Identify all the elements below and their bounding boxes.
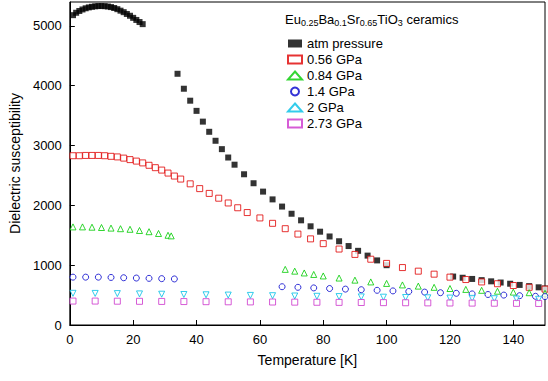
svg-text:1000: 1000 bbox=[33, 258, 62, 273]
svg-text:80: 80 bbox=[316, 332, 330, 347]
svg-text:5000: 5000 bbox=[33, 18, 62, 33]
svg-text:2.73 GPa: 2.73 GPa bbox=[307, 116, 363, 131]
svg-text:0.1: 0.1 bbox=[334, 18, 347, 28]
svg-text:Dielectric susceptibility: Dielectric susceptibility bbox=[7, 93, 23, 234]
svg-text:0.84 GPa: 0.84 GPa bbox=[307, 68, 363, 83]
svg-text:140: 140 bbox=[502, 332, 524, 347]
svg-text:20: 20 bbox=[126, 332, 140, 347]
svg-text:0.65: 0.65 bbox=[360, 18, 378, 28]
svg-text:ceramics: ceramics bbox=[403, 12, 459, 27]
svg-text:2 GPa: 2 GPa bbox=[307, 100, 345, 115]
svg-text:40: 40 bbox=[189, 332, 203, 347]
svg-text:3: 3 bbox=[397, 17, 403, 28]
svg-text:0.25: 0.25 bbox=[301, 18, 319, 28]
svg-text:Ba: Ba bbox=[318, 12, 335, 27]
svg-text:1.4 GPa: 1.4 GPa bbox=[307, 84, 355, 99]
svg-text:Sr: Sr bbox=[347, 12, 361, 27]
svg-text:0: 0 bbox=[55, 318, 62, 333]
svg-text:atm pressure: atm pressure bbox=[307, 36, 383, 51]
svg-text:0: 0 bbox=[66, 332, 73, 347]
svg-text:0.56 GPa: 0.56 GPa bbox=[307, 52, 363, 67]
svg-text:4000: 4000 bbox=[33, 78, 62, 93]
svg-text:2000: 2000 bbox=[33, 198, 62, 213]
svg-text:3000: 3000 bbox=[33, 138, 62, 153]
svg-text:100: 100 bbox=[376, 332, 398, 347]
svg-text:Eu: Eu bbox=[285, 12, 301, 27]
svg-text:TiO: TiO bbox=[377, 12, 397, 27]
svg-text:120: 120 bbox=[439, 332, 461, 347]
svg-text:Temperature [K]: Temperature [K] bbox=[258, 352, 358, 368]
svg-text:60: 60 bbox=[253, 332, 267, 347]
